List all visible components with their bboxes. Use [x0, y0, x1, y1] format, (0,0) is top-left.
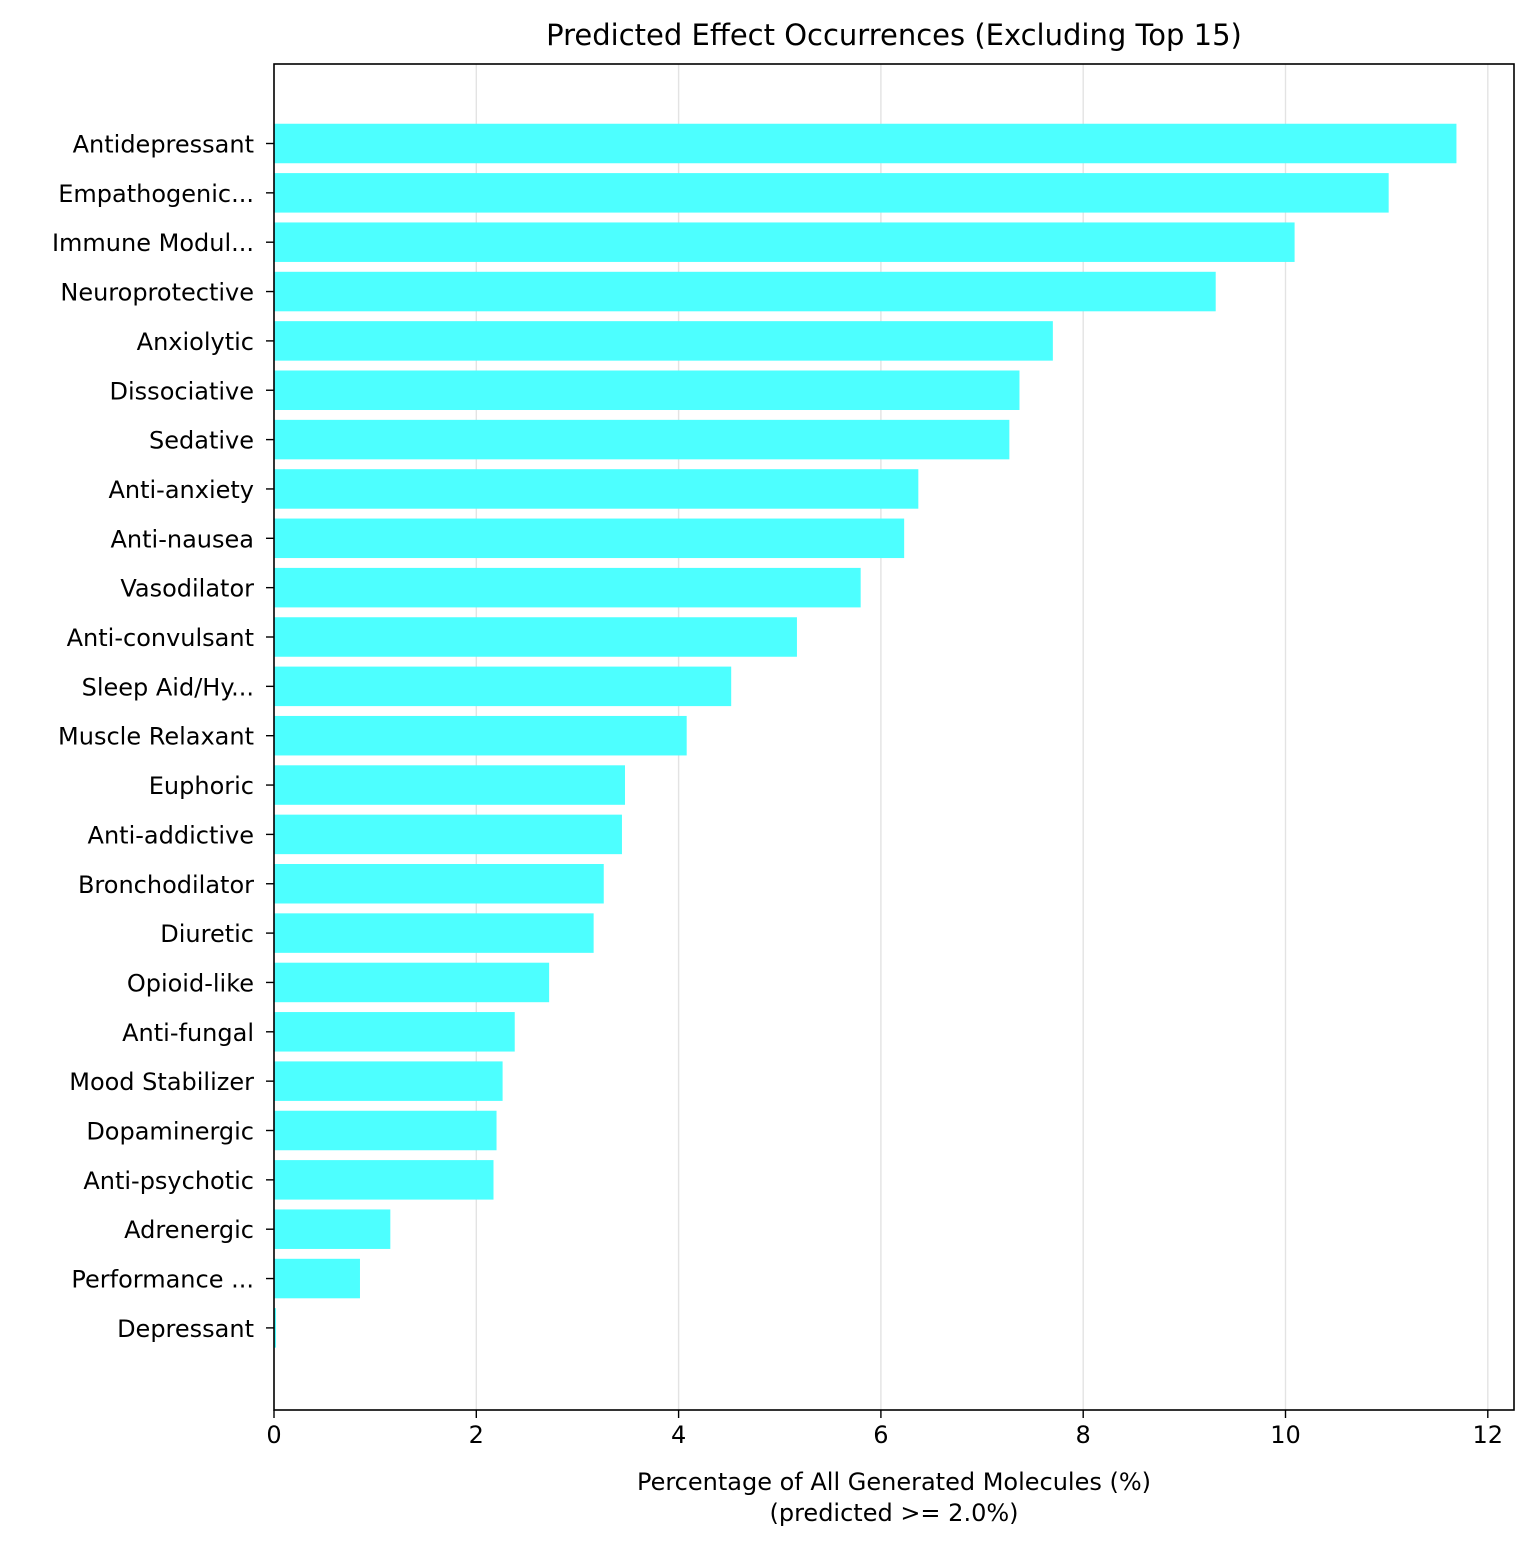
- bar: [274, 321, 1053, 361]
- x-tick-label: 6: [873, 1421, 888, 1449]
- x-tick-label: 0: [266, 1421, 281, 1449]
- y-tick-label: Dissociative: [110, 377, 254, 405]
- bar: [274, 1258, 360, 1299]
- bar: [274, 1160, 494, 1200]
- x-tick-label: 8: [1076, 1421, 1091, 1449]
- y-ticks: Antidepressant Empathogenic... Immune Modu…: [52, 131, 274, 1343]
- y-tick-label: Anti-anxiety: [108, 476, 254, 504]
- y-tick-label: Anti-convulsant: [67, 624, 254, 652]
- bar: [274, 518, 905, 559]
- y-tick-label: Anti-fungal: [122, 1019, 254, 1047]
- bar: [274, 123, 1457, 164]
- y-tick-label: Opioid-like: [127, 969, 254, 997]
- x-ticks: 0 2 4 6 8 10 12: [266, 1410, 1503, 1449]
- bar: [274, 617, 797, 657]
- bar: [274, 962, 550, 1003]
- y-tick-label: Empathogenic...: [58, 180, 254, 208]
- bar: [274, 469, 919, 509]
- bar: [274, 864, 604, 904]
- y-tick-label: Sleep Aid/Hy...: [82, 673, 254, 701]
- bar: [274, 715, 687, 756]
- bars: [274, 123, 1457, 1348]
- bar: [274, 173, 1389, 213]
- bar: [274, 1012, 515, 1052]
- bar: [274, 1308, 277, 1348]
- y-tick-label: Depressant: [117, 1315, 254, 1343]
- y-tick-label: Immune Modul...: [52, 229, 254, 257]
- y-tick-label: Sedative: [149, 427, 254, 455]
- bar: [274, 271, 1216, 312]
- y-tick-label: Anti-nausea: [111, 525, 254, 553]
- bar: [274, 567, 861, 608]
- bar: [274, 370, 1020, 410]
- y-tick-label: Mood Stabilizer: [69, 1068, 254, 1096]
- y-tick-label: Dopaminergic: [86, 1118, 254, 1146]
- x-tick-label: 4: [671, 1421, 686, 1449]
- y-tick-label: Antidepressant: [73, 131, 254, 159]
- bar: [274, 666, 732, 707]
- y-tick-label: Neuroprotective: [60, 279, 254, 307]
- chart-title: Predicted Effect Occurrences (Excluding …: [546, 18, 1242, 52]
- bar: [274, 419, 1010, 460]
- y-tick-label: Performance ...: [71, 1266, 254, 1294]
- y-tick-label: Bronchodilator: [78, 871, 254, 899]
- y-tick-label: Diuretic: [160, 920, 254, 948]
- bar: [274, 1061, 503, 1101]
- plot-frame: [273, 63, 1515, 1411]
- x-axis-sublabel: (predicted >= 2.0%): [769, 1499, 1018, 1527]
- x-axis-label: Percentage of All Generated Molecules (%…: [637, 1468, 1151, 1496]
- y-tick-label: Anxiolytic: [137, 328, 254, 356]
- bar: [274, 1110, 497, 1151]
- y-tick-label: Anti-psychotic: [83, 1167, 254, 1195]
- y-tick-label: Euphoric: [149, 772, 254, 800]
- bar: [274, 814, 622, 855]
- bar: [274, 222, 1295, 262]
- bar: [274, 913, 594, 953]
- x-tick-label: 2: [469, 1421, 484, 1449]
- y-tick-label: Anti-addictive: [88, 821, 254, 849]
- x-tick-label: 12: [1473, 1421, 1504, 1449]
- x-tick-label: 10: [1270, 1421, 1301, 1449]
- bar: [274, 765, 625, 805]
- y-tick-label: Vasodilator: [120, 575, 254, 603]
- y-tick-label: Muscle Relaxant: [58, 723, 254, 751]
- y-tick-label: Adrenergic: [124, 1216, 254, 1244]
- bar: [274, 1209, 391, 1249]
